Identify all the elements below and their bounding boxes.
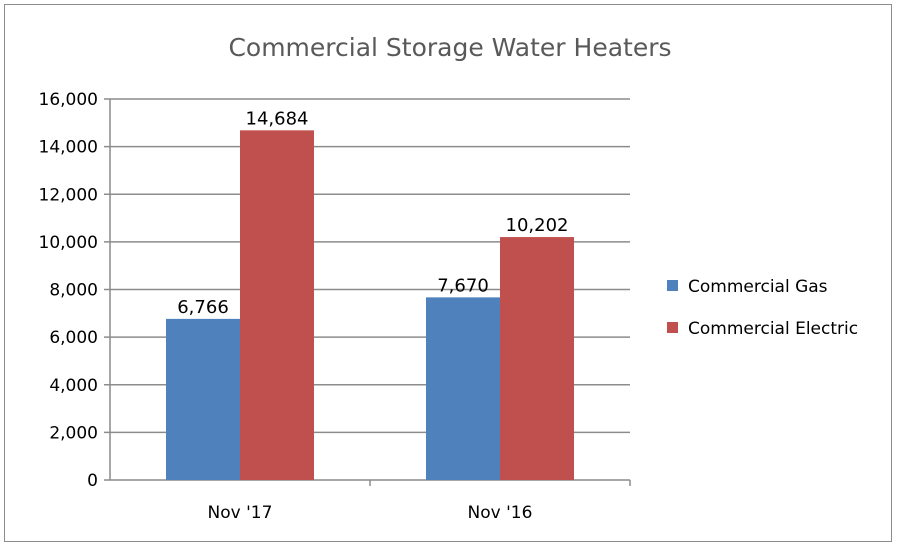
x-tick-label: Nov '17: [208, 503, 273, 523]
chart-frame: [4, 4, 892, 542]
bar-commercial-gas: [166, 318, 240, 480]
y-tick-label: 10,000: [39, 233, 98, 253]
bar-commercial-electric: [240, 130, 314, 480]
data-label: 10,202: [506, 215, 569, 236]
y-tick-label: 8,000: [49, 281, 98, 301]
y-tick-label: 4,000: [49, 376, 98, 396]
y-tick-label: 14,000: [39, 138, 98, 158]
y-tick-label: 16,000: [39, 90, 98, 110]
legend-label: Commercial Electric: [688, 319, 858, 339]
chart-title: Commercial Storage Water Heaters: [228, 33, 671, 62]
y-tick-label: 12,000: [39, 185, 98, 205]
legend-label: Commercial Gas: [688, 277, 828, 297]
y-tick-label: 0: [87, 471, 98, 491]
x-tick-label: Nov '16: [468, 503, 533, 523]
data-label: 6,766: [177, 297, 229, 318]
legend-swatch: [667, 322, 678, 333]
data-label: 14,684: [246, 108, 309, 129]
y-tick-label: 2,000: [49, 423, 98, 443]
bar-commercial-gas: [426, 297, 500, 480]
y-tick-label: 6,000: [49, 328, 98, 348]
legend-swatch: [667, 280, 678, 291]
bar-commercial-electric: [500, 237, 574, 480]
data-label: 7,670: [437, 275, 489, 296]
